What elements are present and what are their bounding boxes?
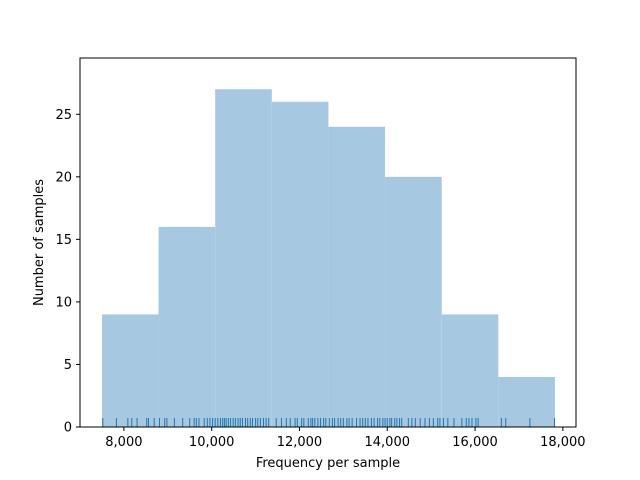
y-axis-ticks: 0 5 10 15 20 25: [55, 108, 80, 436]
x-tick-label-6: 18,000: [540, 435, 586, 450]
rug-layer: [102, 418, 555, 427]
x-axis-ticks: 8,000 10,000 12,000 14,000 16,000 18,000: [105, 427, 586, 450]
y-tick-label-4: 15: [55, 233, 72, 248]
y-axis-label: Number of samples: [32, 179, 47, 306]
histogram-bar-8: [498, 376, 555, 427]
plot-frame: [79, 57, 577, 428]
histogram-bar-6: [385, 176, 442, 427]
y-tick-label-1: 0: [64, 421, 72, 436]
histogram-bar-2: [158, 226, 216, 427]
histogram-bar-5: [328, 126, 386, 428]
y-tick-label-3: 10: [55, 295, 72, 310]
histogram-bar-7: [441, 314, 499, 427]
x-tick-label-5: 16,000: [452, 435, 498, 450]
x-axis-label: Frequency per sample: [256, 456, 400, 471]
x-tick-label-2: 10,000: [189, 435, 235, 450]
histogram-bar-1: [101, 314, 159, 427]
x-tick-label-3: 12,000: [277, 435, 323, 450]
y-tick-label-6: 25: [55, 108, 72, 123]
histogram-bar-3: [215, 89, 272, 428]
y-tick-label-5: 20: [55, 170, 72, 185]
x-tick-label-4: 14,000: [365, 435, 411, 450]
bars-layer: [101, 89, 555, 428]
x-tick-label-1: 8,000: [105, 435, 142, 450]
histogram-bar-4: [271, 101, 329, 427]
y-tick-label-2: 5: [64, 358, 72, 373]
